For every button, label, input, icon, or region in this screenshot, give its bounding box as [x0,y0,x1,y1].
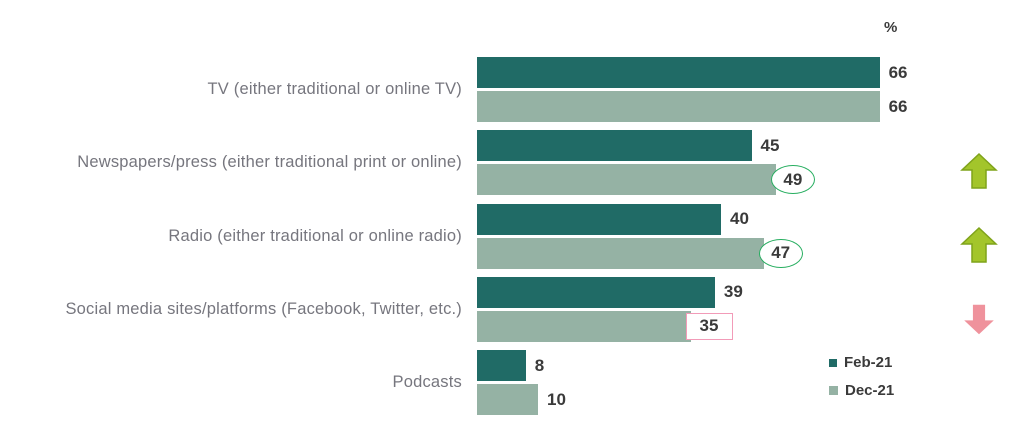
legend-swatch-feb21-icon [829,358,837,367]
value-label: 8 [534,355,545,375]
value-label: 40 [730,209,749,228]
legend-item-feb21: Feb-21 [829,354,894,371]
bar-feb21 [477,57,880,88]
value-label: 66 [888,96,908,116]
bar-dec21 [477,384,538,415]
category-label: Social media sites/platforms (Facebook, … [65,299,462,318]
bar-dec21 [477,164,776,196]
unit-label: % [884,19,898,36]
trend-arrow-up-icon [960,153,998,189]
value-label: 39 [723,282,743,302]
bar-feb21 [477,350,526,381]
bar-dec21 [477,91,880,122]
value-annotation-ellipse: 49 [770,165,815,195]
bar-feb21 [477,203,721,235]
bar-feb21 [477,130,752,162]
value-label: 10 [547,389,566,409]
legend-label-dec21: Dec-21 [845,382,895,399]
trend-arrow-up-icon [960,226,998,263]
category-label: Radio (either traditional or online radi… [168,226,462,245]
legend-item-dec21: Dec-21 [829,382,894,399]
value-label: 66 [888,62,908,82]
value-annotation-ellipse: 47 [758,238,803,268]
legend: Feb-21 Dec-21 [829,354,894,399]
category-label: Podcasts [392,373,462,391]
bar-feb21 [477,276,715,308]
legend-swatch-dec21-icon [829,386,838,395]
bar-dec21 [477,237,764,269]
value-label: 45 [760,135,780,155]
bar-dec21 [477,310,691,342]
trend-arrow-down-icon [964,304,994,335]
category-label: Newspapers/press (either traditional pri… [77,153,462,172]
legend-label-feb21: Feb-21 [844,354,893,371]
category-label: TV (either traditional or online TV) [207,80,462,98]
value-annotation-rect: 35 [685,312,733,340]
